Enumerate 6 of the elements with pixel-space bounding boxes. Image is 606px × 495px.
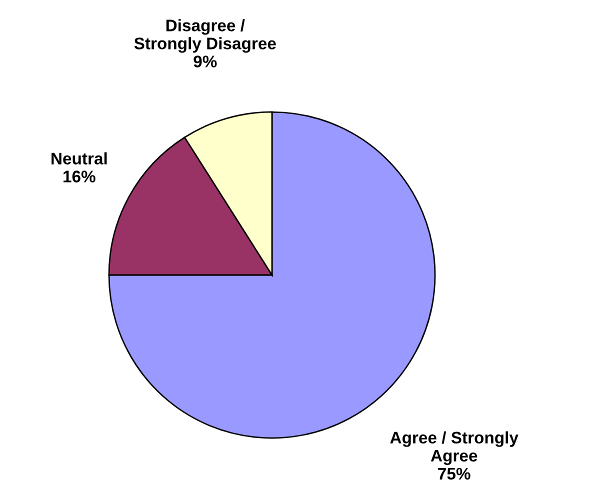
slice-label: Neutral [52, 152, 107, 164]
data-label: 9% [194, 56, 217, 68]
data-label: 75% [438, 468, 470, 480]
slice-label: Disagree / Strongly Disagree [134, 19, 276, 53]
slice-label: Agree / Strongly Agree [390, 431, 518, 465]
data-label: 16% [64, 170, 96, 182]
